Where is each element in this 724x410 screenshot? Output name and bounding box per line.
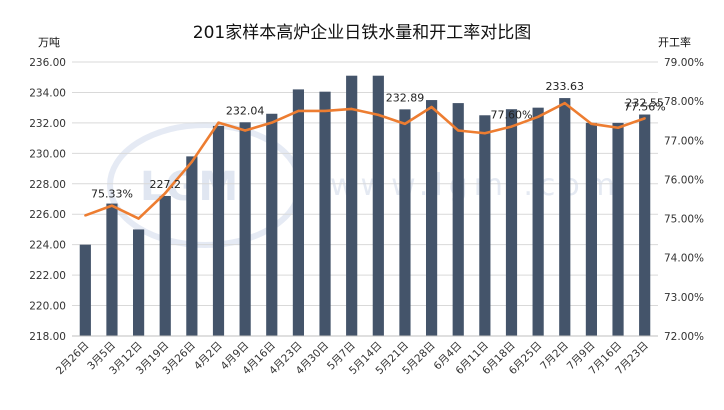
line-point [110,204,114,207]
left-tick-label: 236.00 [29,57,66,69]
x-tick-label: 4月2日 [192,340,225,373]
bar [346,75,358,336]
bar [425,100,438,336]
line-point [643,117,646,120]
left-tick-label: 224.00 [29,240,66,252]
bar [79,244,91,336]
line-point [137,217,140,220]
data-label: 75.33% [91,188,133,201]
right-tick-label: 76.00% [664,174,704,186]
left-tick-label: 234.00 [29,87,66,99]
bar [159,195,171,336]
bar [612,122,624,336]
line-point [403,122,407,126]
left-tick-label: 230.00 [29,148,66,160]
right-tick-label: 74.00% [664,253,704,265]
line-point [243,129,247,132]
bar [106,203,118,336]
line-point [270,121,273,124]
left-tick-label: 226.00 [29,209,66,221]
bar [585,122,598,336]
bar [132,229,145,336]
bar [639,114,651,337]
data-label: 232.89 [386,91,425,104]
line-point [84,214,87,217]
right-tick-label: 72.00% [664,331,704,343]
bar [266,113,278,336]
left-axis: 218.00 220.00 222.00 224.00 226.00 228.00 230.… [29,57,66,343]
line-point [430,105,433,109]
line-point [323,109,327,113]
bar [212,125,225,336]
right-axis-unit: 开工率 [658,35,691,49]
line-point [536,115,540,119]
data-label: 233.63 [546,80,585,93]
line-point [164,191,167,195]
operating-rate-line [84,101,646,220]
right-tick-label: 73.00% [664,292,704,304]
bar [399,109,411,336]
chart-title: 201家样本高炉企业日铁水量和开工率对比图 [193,23,531,43]
right-tick-label: 77.00% [664,135,704,147]
x-tick-label: 2月26日 [54,340,92,378]
data-label: 232.04 [226,104,265,117]
data-label: 227.2 [149,178,181,191]
line-point [483,132,487,135]
right-tick-label: 79.00% [664,57,704,69]
left-tick-label: 228.00 [29,179,66,191]
bar [186,156,198,336]
bar [319,91,331,336]
bar [505,109,518,336]
bar [532,107,544,337]
left-tick-label: 232.00 [29,118,66,130]
data-label: 232.55 [625,97,664,110]
line-point [377,113,380,117]
bar [239,122,251,336]
right-tick-label: 75.00% [664,214,704,226]
right-axis: 72.00% 73.00% 74.00% 75.00% 76.00% 77.00% 78.0… [664,57,704,343]
data-label: 77.60% [491,109,533,122]
left-axis-unit: 万吨 [38,36,60,49]
bar [372,75,384,336]
bar [292,89,305,337]
line-point [590,122,593,126]
data-label: 77.56% [624,100,666,113]
left-tick-label: 222.00 [29,270,66,282]
bar [479,115,491,337]
line-layer [84,101,646,220]
left-tick-label: 220.00 [29,301,66,313]
line-point [297,109,300,113]
x-axis: 2月26日3月5日3月12日3月19日3月26日4月2日4月9日4月16日4月2… [54,335,658,378]
line-point [457,129,460,132]
line-point [510,125,513,128]
labels-layer: 75.33% 227.2 232.04 232.89 77.60% 233.63 77.56… [91,80,666,201]
line-point [190,160,194,164]
bar [452,103,464,336]
line-point [616,126,620,129]
line-point [563,101,566,105]
left-tick-label: 218.00 [29,331,66,343]
bar [559,98,571,337]
line-point [217,121,220,124]
x-tick-label: 7月2日 [538,340,571,373]
right-tick-label: 78.00% [664,96,704,108]
bars-layer [79,75,651,337]
line-point [350,107,353,111]
